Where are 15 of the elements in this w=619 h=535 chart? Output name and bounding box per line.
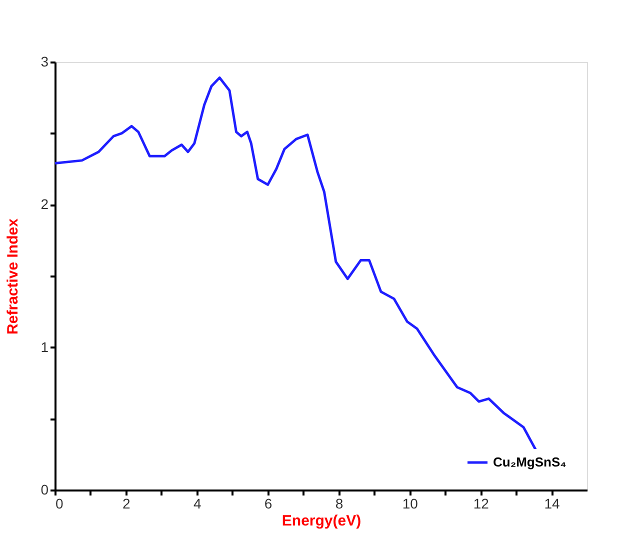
y-tick-label: 0	[40, 482, 49, 498]
y-tick-label: 3	[40, 54, 49, 70]
x-tick-label: 4	[193, 496, 202, 512]
x-tick-label: 14	[544, 496, 560, 512]
x-tick-label: 12	[473, 496, 490, 512]
y-axis-title: Refractive Index	[4, 218, 22, 334]
y-tick-label: 2	[40, 196, 49, 212]
x-tick-label: 10	[402, 496, 418, 512]
x-tick-label: 6	[264, 496, 272, 512]
x-axis-title: Energy(eV)	[282, 512, 362, 530]
y-tick-label: 1	[40, 338, 49, 355]
x-tick-label: 0	[56, 496, 64, 512]
x-tick-label: 2	[122, 496, 131, 512]
legend-label: Cu₂MgSnS₄	[493, 454, 566, 470]
x-tick-label: 8	[335, 496, 344, 512]
